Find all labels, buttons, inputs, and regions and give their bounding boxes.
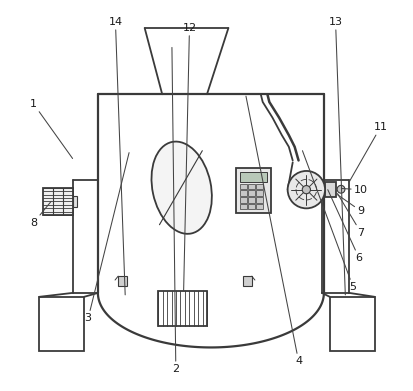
Bar	[247, 204, 254, 209]
Bar	[255, 184, 262, 189]
Text: 12: 12	[182, 23, 196, 291]
Bar	[240, 184, 247, 189]
Text: 4: 4	[245, 96, 301, 366]
Text: 11: 11	[348, 122, 387, 182]
Text: 13: 13	[328, 17, 344, 295]
Bar	[39, 297, 84, 352]
Text: 8: 8	[30, 201, 51, 228]
Text: 7: 7	[337, 194, 363, 237]
Text: 14: 14	[108, 17, 125, 295]
Bar	[240, 190, 247, 196]
Bar	[247, 197, 254, 203]
Bar	[255, 204, 262, 209]
Bar	[255, 197, 262, 203]
Text: 2: 2	[171, 47, 179, 374]
Text: 6: 6	[327, 190, 361, 263]
Bar	[325, 182, 335, 197]
Bar	[118, 276, 126, 286]
Bar	[255, 190, 262, 196]
Bar	[72, 196, 77, 207]
Bar	[247, 184, 254, 189]
Bar	[240, 204, 247, 209]
Text: 9: 9	[337, 195, 363, 216]
Text: 3: 3	[85, 152, 129, 323]
Ellipse shape	[151, 142, 211, 234]
Bar	[236, 168, 271, 213]
Circle shape	[336, 185, 344, 193]
Bar	[247, 190, 254, 196]
Bar	[240, 197, 247, 203]
Bar	[243, 276, 251, 286]
Text: 5: 5	[302, 151, 356, 292]
Text: 1: 1	[30, 99, 72, 158]
Bar	[329, 297, 374, 352]
Bar	[240, 172, 267, 182]
Text: 10: 10	[341, 185, 367, 195]
Circle shape	[287, 171, 324, 208]
Bar	[43, 188, 72, 215]
Bar	[158, 291, 206, 326]
Circle shape	[301, 186, 310, 194]
